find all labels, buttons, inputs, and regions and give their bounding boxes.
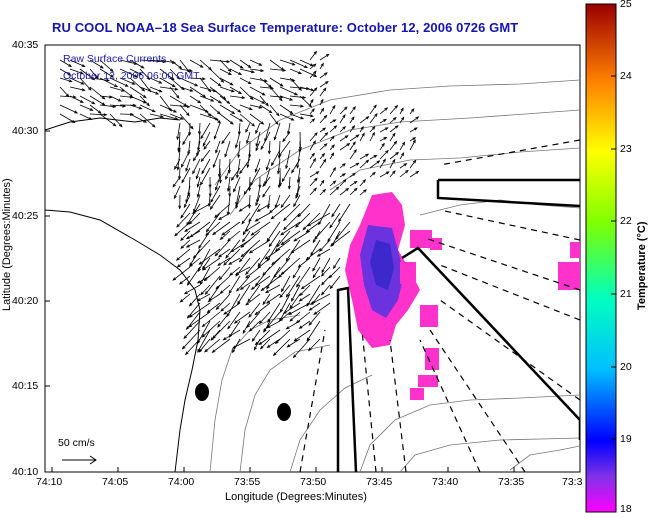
colorbar-ticks (611, 75, 616, 440)
x-tick-label: 73:45 (366, 476, 393, 488)
y-axis-label: Latitude (Degrees:Minutes) (1, 178, 13, 311)
colorbar-tick-label: 23 (620, 143, 632, 155)
y-tick-label: 40:15 (12, 380, 39, 392)
colorbar-tick-label: 24 (620, 70, 632, 82)
x-tick-label: 73:3 (562, 476, 583, 488)
y-tick-label: 40:20 (12, 295, 39, 307)
x-tick-label: 73:35 (498, 476, 525, 488)
colorbar-tick-label: 22 (620, 215, 632, 227)
currents-time-label: October 12, 2006 06:00 GMT (63, 70, 200, 82)
scale-label: 50 cm/s (58, 437, 95, 449)
plot-area (44, 44, 581, 473)
colorbar-tick-label: 20 (620, 361, 632, 373)
y-tick-label: 40:10 (12, 466, 39, 478)
x-tick-label: 73:40 (432, 476, 459, 488)
bathymetry-contours (209, 79, 580, 472)
shipping-lanes (336, 178, 580, 472)
map-title: RU COOL NOAA–18 Sea Surface Temperature:… (52, 20, 519, 35)
scale-arrow (62, 455, 97, 465)
axis-tick-marks (45, 44, 515, 473)
raritan-shore (45, 117, 181, 131)
currents-label: Raw Surface Currents (63, 53, 167, 65)
colorbar-tick-label: 18 (620, 503, 632, 515)
coastline (45, 209, 201, 472)
radial-dashed-lines (299, 139, 580, 472)
y-tick-label: 40:30 (12, 125, 39, 137)
colorbar-tick-label: 21 (620, 288, 632, 300)
y-tick-label: 40:35 (12, 39, 39, 51)
y-tick-label: 40:25 (12, 210, 39, 222)
station-dot (277, 403, 291, 421)
colorbar-label: Temperature (°C) (636, 221, 648, 310)
colorbar-tick-label: 19 (620, 433, 632, 445)
x-tick-label: 74:10 (36, 476, 63, 488)
sst-patches (345, 192, 580, 400)
x-tick-label: 74:05 (102, 476, 129, 488)
station-dot (195, 383, 209, 401)
x-tick-label: 73:50 (300, 476, 327, 488)
colorbar-tick-label: 25 (620, 0, 632, 10)
current-vectors (59, 50, 420, 359)
x-tick-label: 74:00 (168, 476, 195, 488)
colorbar (585, 3, 617, 513)
x-axis-label: Longitude (Degrees:Minutes) (225, 491, 367, 503)
x-tick-label: 73:55 (234, 476, 261, 488)
